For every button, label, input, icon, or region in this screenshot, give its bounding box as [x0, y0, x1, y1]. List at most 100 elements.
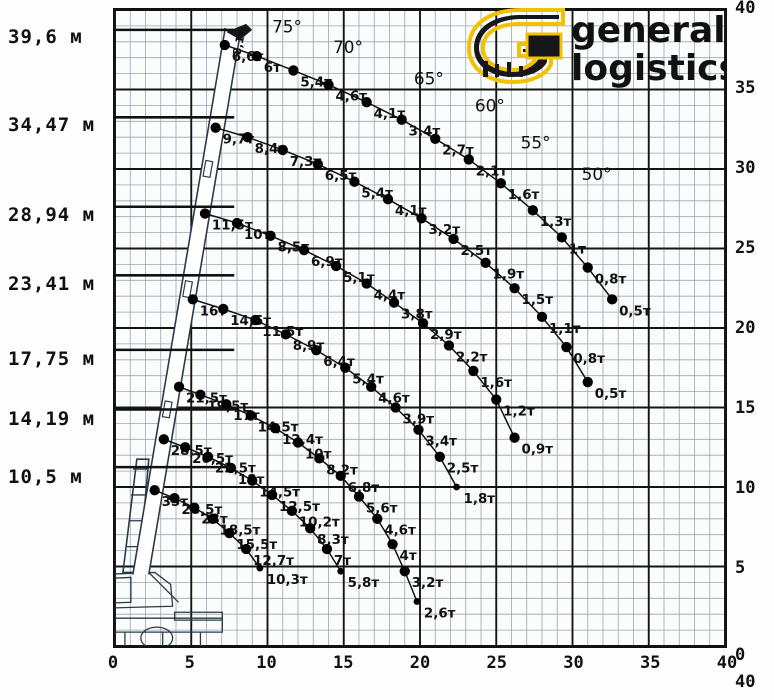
x-tick-5: 5: [184, 653, 195, 673]
y-tick-25: 25: [735, 238, 756, 258]
data-point-load-label: 14,5т: [259, 486, 300, 501]
load-curve-0: 6,6т6т5,4т4,6т4,1т3,4т2,7т2,1т1,6т1,3т1т…: [219, 39, 651, 319]
data-point-marker: [187, 294, 198, 305]
x-tick-30: 30: [563, 653, 584, 673]
data-point-marker: [337, 567, 345, 575]
data-point-marker: [413, 424, 424, 435]
load-curve-3: 16т14,5т11,5т8,9т6,4т5,4т4,6т3,9т3,4т2,5…: [187, 294, 496, 507]
load-curve-5: 28,5т26,5т22,5т18т14,5т12,5т10,2т8,3т7т5…: [158, 434, 380, 591]
y-tick-20: 20: [735, 318, 756, 338]
data-point-load-label: 11,5т: [212, 218, 253, 233]
data-point-marker: [453, 483, 460, 491]
data-point-marker: [202, 451, 214, 462]
data-point-marker: [245, 410, 256, 421]
chart-plot-area: 6,6т 6т 5,4т 4,6т 4,1т 3,4т 2,7т 2,1т 1,6т 1,3т 1т…: [113, 8, 727, 648]
boom-length-label-3: 23,41 м: [8, 273, 96, 295]
data-point-load-label: 4,6т: [378, 392, 410, 407]
data-point-marker: [434, 451, 445, 462]
data-point-marker: [314, 453, 325, 464]
data-point-marker: [606, 294, 618, 305]
right-axis-zero-label: 0: [735, 645, 746, 665]
data-point-marker: [366, 381, 377, 392]
data-point-load-label: 1,3т: [540, 215, 572, 230]
angle-label-2: 70°: [333, 37, 363, 57]
data-point-load-label: 3,8т: [401, 307, 433, 322]
data-point-marker: [372, 513, 383, 524]
data-point-marker: [169, 492, 180, 504]
load-curve-2: 11,5т10т8,5т6,9т5,1т4,4т3,8т2,9т2,2т1,6т…: [199, 208, 553, 458]
data-point-marker: [582, 376, 593, 388]
data-point-load-label: 10т: [244, 228, 271, 243]
boom-length-label-5: 14,19 м: [8, 408, 96, 430]
data-point-marker: [340, 362, 351, 373]
data-point-marker: [242, 132, 253, 143]
data-point-marker: [256, 564, 264, 572]
x-tick-20: 20: [409, 653, 431, 673]
data-point-marker: [250, 314, 261, 326]
boom-length-label-1: 34,47 м: [8, 114, 96, 136]
data-point-marker: [361, 97, 372, 108]
chart-canvas: 6,6т6т5,4т4,6т4,1т3,4т2,7т2,1т1,6т1,3т1т…: [115, 10, 725, 646]
y-tick-30: 30: [735, 158, 756, 178]
data-point-marker: [288, 65, 299, 76]
data-point-load-label: 2,6т: [424, 606, 456, 621]
data-point-load-label: 5,8т: [348, 576, 380, 591]
data-point-marker: [582, 262, 593, 273]
logo-g-mark: [466, 8, 565, 85]
data-point-marker: [536, 311, 548, 323]
data-point-load-label: 4,6т: [384, 524, 416, 539]
data-point-marker: [399, 566, 410, 577]
curve-path: [204, 212, 516, 439]
y-tick-15: 15: [735, 398, 756, 418]
data-point-marker: [207, 513, 218, 524]
angle-label-4: 60°: [475, 96, 505, 116]
data-point-load-label: 8,2т: [326, 463, 358, 478]
data-point-load-label: 1т: [569, 242, 586, 257]
data-point-marker: [292, 437, 304, 448]
data-point-marker: [495, 178, 506, 189]
data-point-load-label: 6т: [264, 61, 281, 76]
data-point-load-label: 26,5т: [192, 452, 233, 467]
data-point-load-label: 1,6т: [480, 376, 512, 391]
data-point-marker: [387, 539, 398, 550]
data-point-load-label: 12,7т: [253, 554, 294, 569]
data-point-marker: [396, 114, 407, 125]
x-tick-0: 0: [107, 653, 119, 673]
data-point-load-label: 1,8т: [464, 492, 496, 507]
data-point-load-label: 1,9т: [493, 268, 525, 283]
boom-length-label-4: 17,75 м: [8, 348, 96, 370]
data-point-load-label: 2,7т: [442, 144, 474, 159]
data-point-marker: [417, 318, 429, 329]
data-point-marker: [231, 217, 243, 229]
data-point-marker: [277, 144, 288, 156]
data-point-load-label: 2,5т: [461, 244, 493, 259]
data-point-load-label: 0,8т: [573, 352, 605, 367]
data-point-marker: [323, 79, 334, 90]
data-point-load-label: 2,1т: [476, 164, 508, 179]
data-point-marker: [527, 205, 539, 216]
data-point-marker: [266, 489, 278, 501]
x-tick-15: 15: [333, 653, 354, 673]
data-point-load-label: 4,6т: [335, 90, 367, 105]
data-point-marker: [298, 244, 310, 256]
data-point-load-label: 3,2т: [412, 576, 444, 591]
data-point-load-label: 0,5т: [595, 387, 627, 402]
data-point-load-label: 4т: [400, 549, 417, 564]
angle-label-6: 50°: [582, 164, 612, 184]
data-point-marker: [265, 230, 276, 241]
data-point-load-label: 0,8т: [595, 272, 627, 287]
y-tick-5: 5: [735, 558, 746, 578]
data-point-marker: [509, 432, 520, 443]
bottom-axis-forty-label: 40: [735, 672, 756, 692]
data-point-marker: [349, 176, 360, 187]
data-point-load-label: 1,2т: [503, 404, 535, 419]
data-point-load-label: 2,2т: [456, 350, 488, 365]
boom-length-label-6: 10,5 м: [8, 466, 83, 488]
data-point-marker: [491, 394, 502, 405]
data-point-load-label: 3,4т: [425, 435, 457, 450]
y-tick-35: 35: [735, 78, 756, 98]
data-point-marker: [388, 297, 400, 308]
boom-length-label-0: 39,6 м: [8, 26, 83, 48]
